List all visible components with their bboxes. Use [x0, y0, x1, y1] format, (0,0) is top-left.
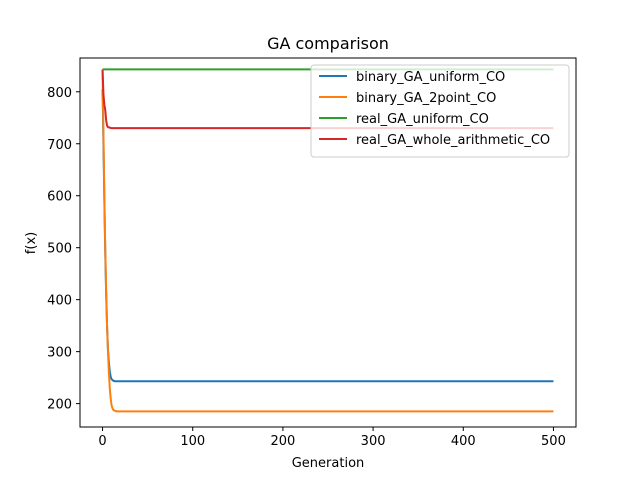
legend-entry-label: real_GA_uniform_CO [356, 112, 489, 127]
x-tick-label: 0 [98, 434, 106, 449]
chart-title: GA comparison [267, 34, 389, 53]
legend-entry-label: real_GA_whole_arithmetic_CO [356, 133, 550, 148]
y-tick-label: 200 [47, 398, 72, 413]
x-axis-ticks: 0 100 200 300 400 500 [98, 427, 566, 449]
legend-box [310, 64, 570, 158]
x-tick-label: 400 [451, 434, 476, 449]
y-tick-label: 600 [47, 190, 72, 205]
y-tick-label: 500 [47, 242, 72, 257]
plot-frame [79, 57, 577, 428]
y-tick-label: 300 [47, 346, 72, 361]
x-axis-label: Generation [292, 456, 365, 471]
x-tick-label: 200 [270, 434, 295, 449]
y-axis-label: f(x) [24, 232, 39, 254]
x-tick-label: 300 [361, 434, 386, 449]
y-tick-label: 800 [47, 86, 72, 101]
legend-entry-label: binary_GA_uniform_CO [356, 70, 505, 85]
series-line-1 [101, 70, 554, 413]
x-tick-label: 100 [180, 434, 205, 449]
y-tick-label: 400 [47, 294, 72, 309]
legend: binary_GA_uniform_CO binary_GA_2point_COr… [310, 64, 570, 158]
y-axis-ticks: 200 300 400 500 600 700 800 [47, 86, 80, 413]
legend-entry-label: binary_GA_2point_CO [356, 91, 496, 106]
x-tick-label: 500 [541, 434, 566, 449]
y-tick-label: 700 [47, 138, 72, 153]
